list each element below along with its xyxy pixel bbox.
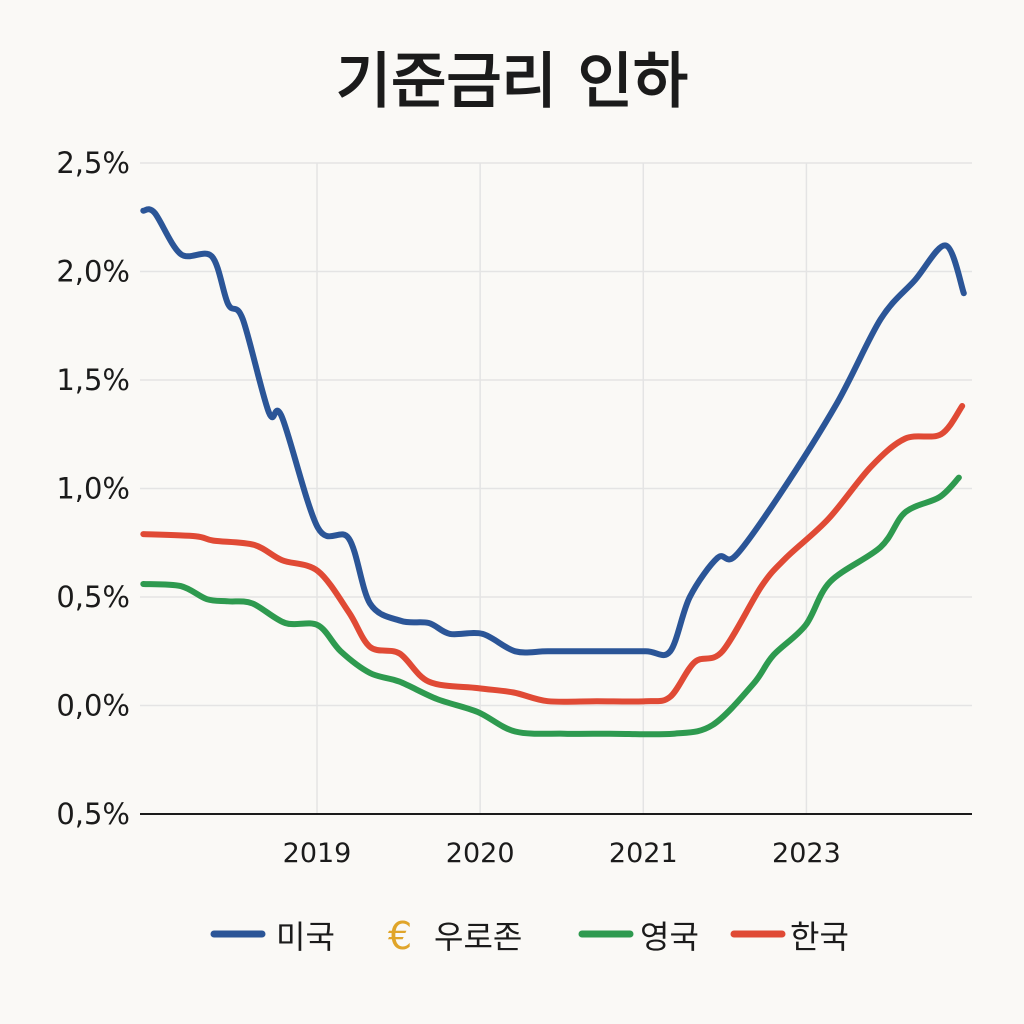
- legend-label-3: 한국: [790, 918, 849, 956]
- series-3-line: [140, 403, 966, 705]
- x-tick-label: 2019: [283, 838, 352, 869]
- axis-layer: 2,5% 2,0% 1,5% 1,0% 0,5% 0,0% 0,5% 2019 2020 2021…: [56, 146, 972, 869]
- series-layer: [140, 206, 967, 738]
- x-tick-label: 2021: [609, 838, 678, 869]
- euro-icon: €: [388, 914, 412, 958]
- series-2-line: [140, 474, 962, 738]
- legend-label-0: 미국: [276, 918, 335, 956]
- y-tick-label: 1,5%: [56, 363, 130, 397]
- x-tick-label: 2020: [446, 838, 515, 869]
- y-tick-label: 1,0%: [56, 472, 130, 506]
- legend: 미국 € 우로존 영국 한국: [210, 914, 849, 958]
- grid-layer: [140, 162, 972, 814]
- y-tick-label: 0,0%: [56, 689, 130, 723]
- y-tick-label: 2,5%: [56, 146, 130, 180]
- legend-label-2: 영국: [640, 918, 699, 956]
- y-tick-label: 2,0%: [56, 255, 130, 289]
- chart-title: 기준금리 인하: [336, 47, 688, 117]
- legend-label-1: 우로존: [434, 918, 522, 956]
- y-tick-label: 0,5%: [56, 580, 130, 614]
- y-tick-label: 0,5%: [56, 797, 130, 831]
- x-tick-label: 2023: [772, 838, 841, 869]
- series-0-line: [140, 206, 967, 659]
